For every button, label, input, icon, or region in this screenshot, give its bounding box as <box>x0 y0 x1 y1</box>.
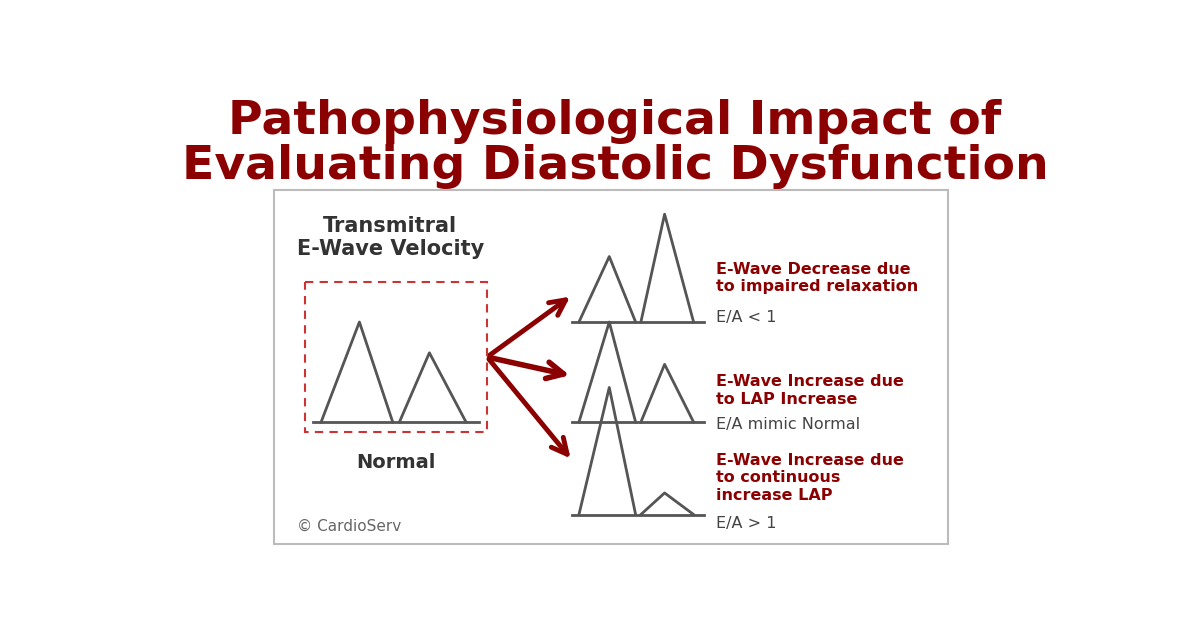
Text: Pathophysiological Impact of: Pathophysiological Impact of <box>228 100 1002 144</box>
Text: E/A > 1: E/A > 1 <box>715 516 776 531</box>
Text: E-Wave Increase due
to continuous
increase LAP: E-Wave Increase due to continuous increa… <box>715 453 904 503</box>
Text: © CardioServ: © CardioServ <box>298 518 402 534</box>
Text: E/A < 1: E/A < 1 <box>715 311 776 326</box>
Text: Evaluating Diastolic Dysfunction: Evaluating Diastolic Dysfunction <box>181 144 1049 189</box>
Text: E-Wave Decrease due
to impaired relaxation: E-Wave Decrease due to impaired relaxati… <box>715 262 918 294</box>
Text: E/A mimic Normal: E/A mimic Normal <box>715 418 860 432</box>
Bar <box>305 282 487 432</box>
Text: Transmitral
E-Wave Velocity: Transmitral E-Wave Velocity <box>296 215 484 259</box>
Bar <box>274 190 948 544</box>
Text: Normal: Normal <box>356 453 436 472</box>
Text: E-Wave Increase due
to LAP Increase: E-Wave Increase due to LAP Increase <box>715 374 904 407</box>
